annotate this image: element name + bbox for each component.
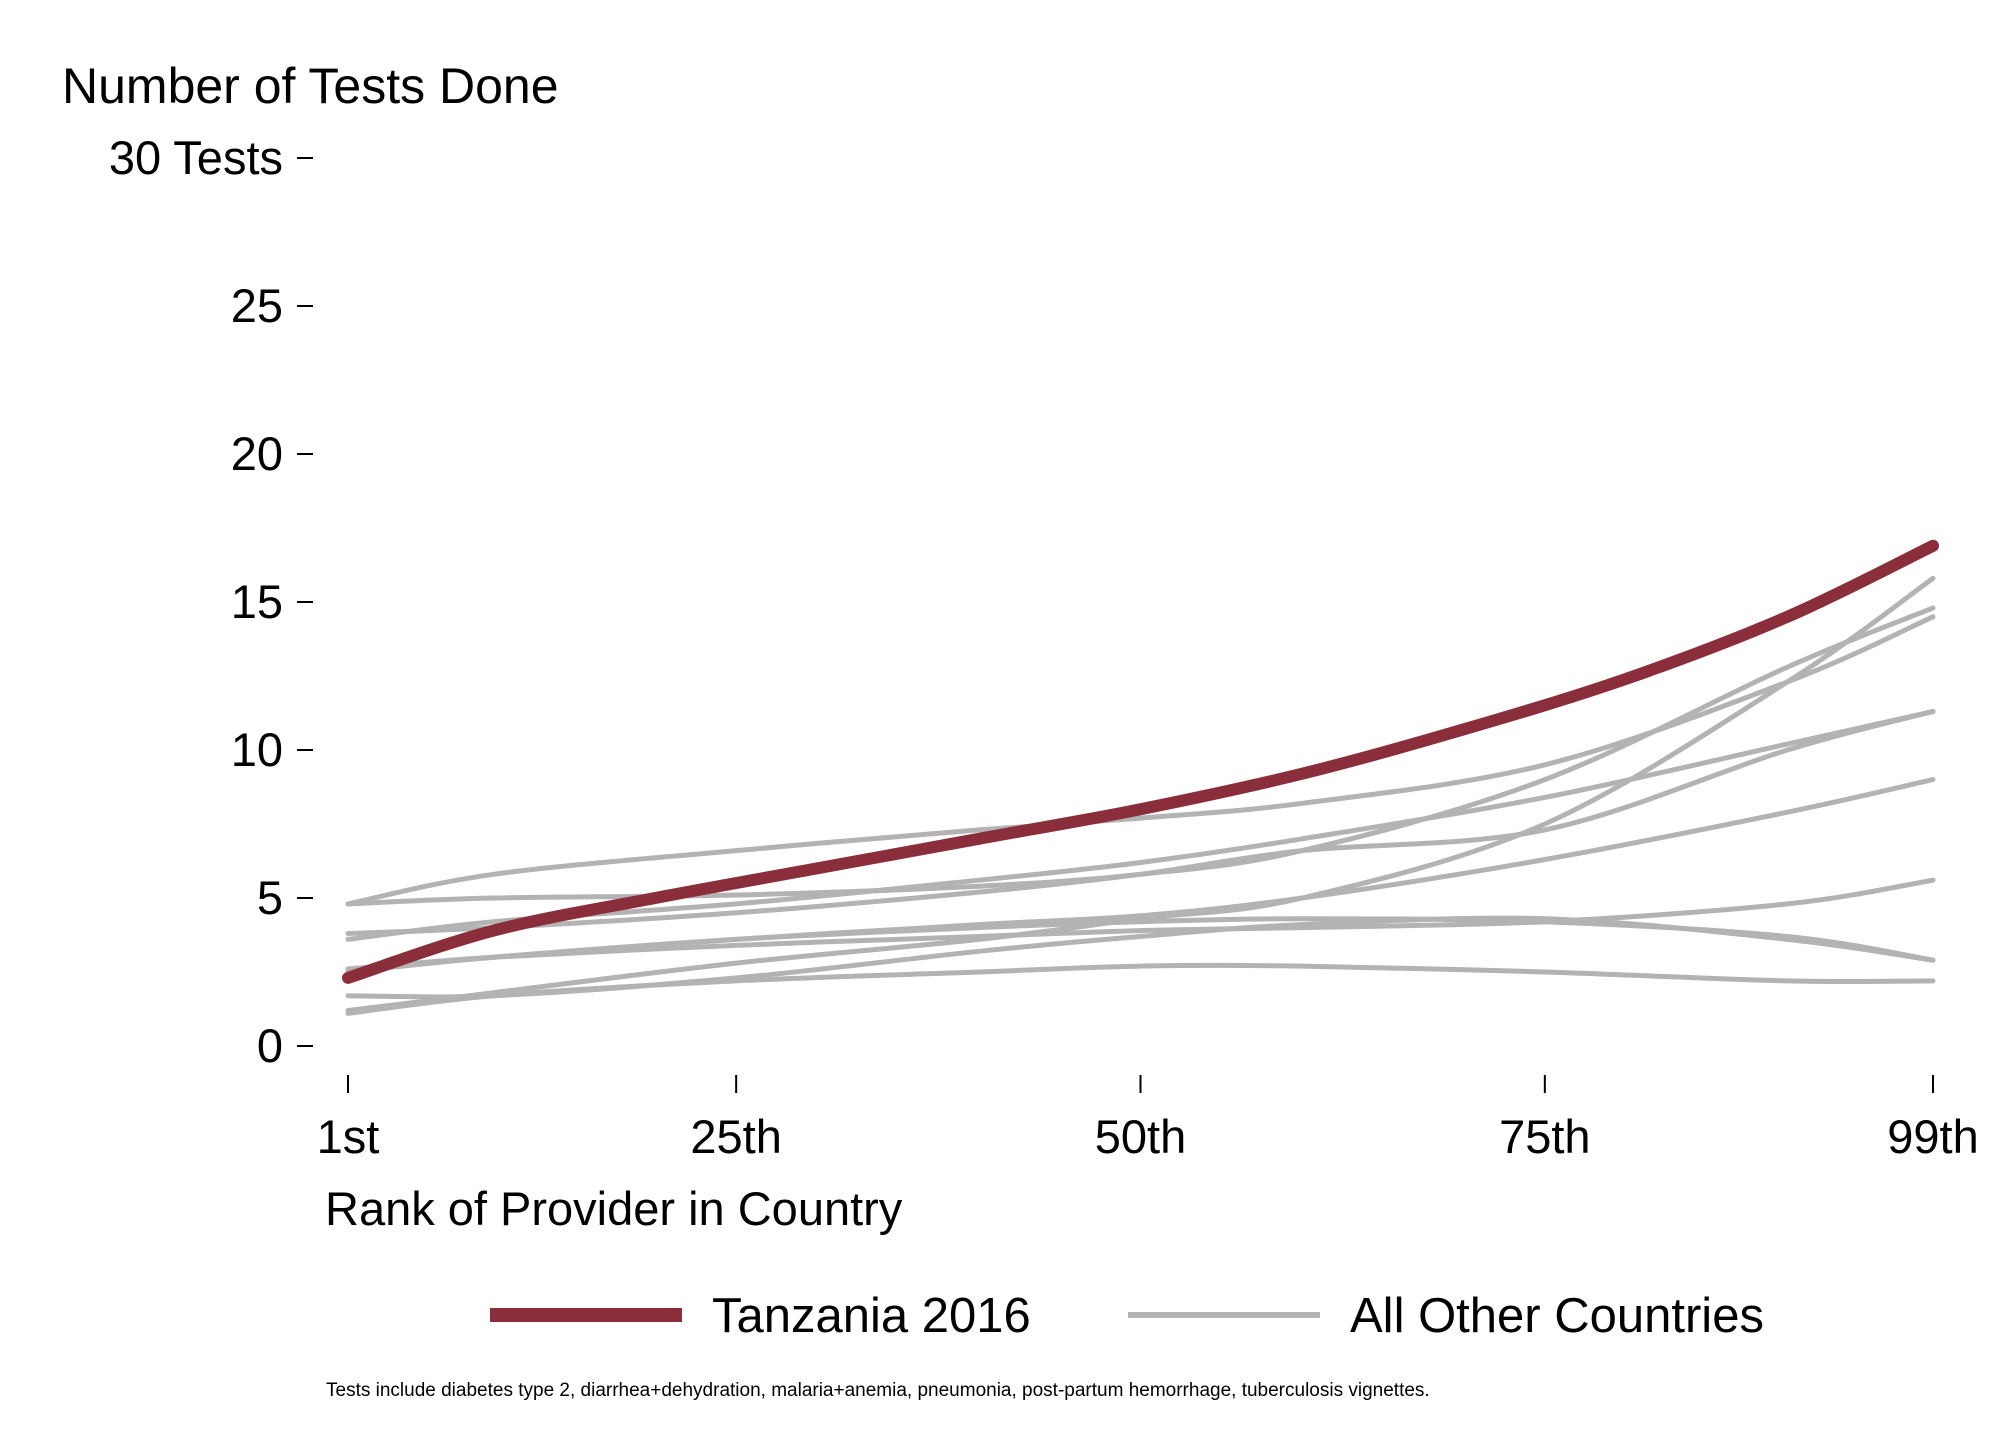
legend: Tanzania 2016 All Other Countries (490, 1289, 1764, 1343)
y-tick-label: 25 (231, 279, 283, 332)
y-tick-label: 30 Tests (109, 131, 283, 184)
y-tick-label: 5 (257, 871, 283, 924)
x-axis-title: Rank of Provider in Country (325, 1182, 903, 1235)
x-tick-label: 75th (1499, 1110, 1590, 1163)
legend-label-other-countries: All Other Countries (1350, 1289, 1764, 1343)
tanzania-line (342, 539, 1939, 984)
other-country-line (345, 575, 1936, 1013)
x-tick-label: 1st (317, 1110, 380, 1163)
y-tick-label: 0 (257, 1019, 283, 1072)
tanzania-line-group (342, 539, 1939, 984)
x-tick-label: 25th (690, 1110, 781, 1163)
y-tick-label: 20 (231, 427, 283, 480)
other-country-line (345, 614, 1936, 907)
x-tick-label: 99th (1887, 1110, 1978, 1163)
x-axis: 1st 25th 50th 75th 99th (317, 1075, 1979, 1163)
y-tick-label: 15 (231, 575, 283, 628)
legend-label-tanzania: Tanzania 2016 (712, 1289, 1031, 1343)
other-country-line (345, 962, 1936, 1016)
footnote: Tests include diabetes type 2, diarrhea+… (326, 1380, 1430, 1401)
x-tick-label: 50th (1095, 1110, 1186, 1163)
y-axis: 0 5 10 15 20 25 30 Tests (109, 131, 313, 1072)
other-country-line (345, 709, 1936, 936)
y-tick-label: 10 (231, 723, 283, 776)
other-countries-lines (345, 575, 1936, 1016)
y-axis-title: Number of Tests Done (62, 58, 559, 114)
